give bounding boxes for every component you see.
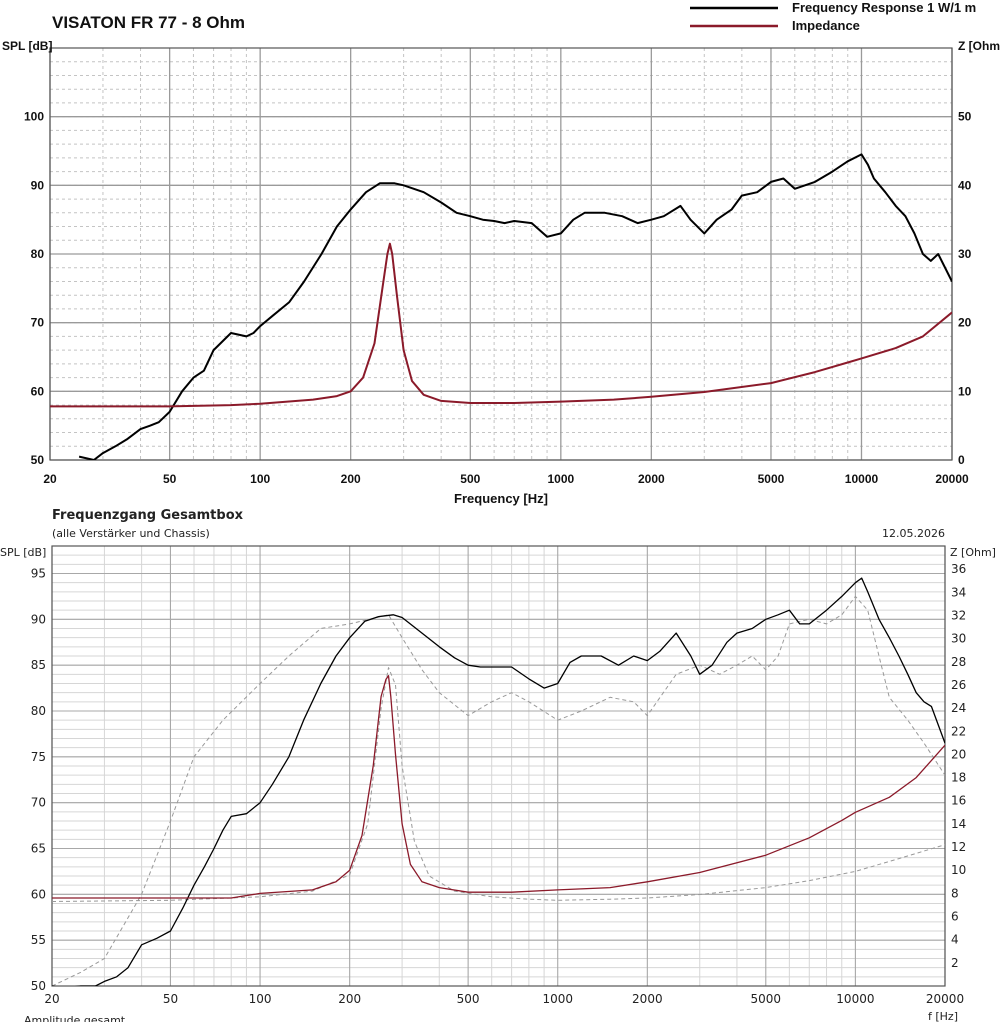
y-right-tick-label: 20 (951, 747, 966, 761)
x-tick-label: 100 (250, 472, 270, 486)
chart1-legend: Frequency Response 1 W/1 m Impedance (690, 0, 976, 33)
series-group (50, 153, 952, 460)
y-tick-label: 65 (31, 842, 46, 856)
y-right-tick-label: 36 (951, 562, 966, 576)
x-tick-label: 100 (249, 992, 272, 1006)
y-tick-label: 50 (31, 453, 45, 467)
y-right-tick-label: 26 (951, 678, 966, 692)
x-tick-label: 1000 (547, 472, 574, 486)
y-tick-label: 70 (31, 796, 46, 810)
x-tick-label: 50 (163, 472, 177, 486)
series-line-2 (52, 675, 945, 899)
x-tick-label: 5000 (758, 472, 785, 486)
chart2-footer: Amplitude gesamt (24, 1014, 126, 1022)
y-right-tick-label: 30 (951, 632, 966, 646)
y-right-tick-label: 10 (951, 863, 966, 877)
x-tick-label: 20000 (935, 472, 969, 486)
x-tick-label: 10000 (836, 992, 874, 1006)
chart1-y-right-axis-label: Z [Ohm] (958, 39, 1000, 53)
y-tick-label: 55 (31, 933, 46, 947)
chart1-title: VISATON FR 77 - 8 Ohm (52, 13, 245, 32)
y-right-tick-label: 12 (951, 840, 966, 854)
y-tick-label: 60 (31, 384, 45, 398)
x-tick-label: 500 (460, 472, 480, 486)
y-tick-label: 100 (24, 110, 44, 124)
x-tick-label: 20 (43, 472, 57, 486)
series-line-2 (50, 242, 952, 408)
y-right-tick-label: 16 (951, 794, 966, 808)
x-tick-label: 2000 (632, 992, 663, 1006)
y-tick-label: 80 (31, 704, 46, 718)
y-right-tick-label: 4 (951, 933, 959, 947)
chart1-y-axis-label: SPL [dB] (2, 39, 52, 53)
x-tick-label: 50 (163, 992, 178, 1006)
x-tick-label: 20000 (926, 992, 964, 1006)
series-line-1 (78, 153, 952, 460)
y-right-tick-label: 24 (951, 701, 966, 715)
series-group (52, 577, 945, 986)
x-tick-label: 5000 (751, 992, 782, 1006)
series-line-4 (52, 667, 945, 902)
chart2-subtitle: (alle Verstärker und Chassis) (52, 527, 210, 540)
y-right-tick-label: 22 (951, 724, 966, 738)
y-tick-label: 60 (31, 887, 46, 901)
y-right-tick-label: 2 (951, 956, 959, 970)
chart2-x-axis-label: f [Hz] (928, 1010, 958, 1022)
y-right-tick-label: 20 (958, 316, 972, 330)
y-tick-label: 90 (31, 178, 45, 192)
y-tick-label: 90 (31, 612, 46, 626)
plot-frame (49, 47, 953, 461)
y-tick-label: 75 (31, 750, 46, 764)
chart2-title: Frequenzgang Gesamtbox (52, 508, 244, 523)
legend-label-2: Impedance (792, 18, 860, 33)
x-tick-label: 10000 (845, 472, 879, 486)
chart2-y-right-axis-label: Z [Ohm] (950, 546, 996, 559)
y-tick-label: 95 (31, 567, 46, 581)
plot-frame (51, 545, 946, 987)
y-right-tick-label: 30 (958, 247, 972, 261)
x-tick-label: 500 (457, 992, 480, 1006)
y-right-tick-label: 28 (951, 655, 966, 669)
y-right-tick-label: 8 (951, 886, 959, 900)
x-tick-label: 1000 (542, 992, 573, 1006)
x-tick-label: 200 (341, 472, 361, 486)
chart-1: 20 50 100 200 500 1000 2000 5000 10000 2000050607… (2, 0, 1000, 506)
chart2-date: 12.05.2026 (882, 527, 945, 540)
x-tick-label: 2000 (638, 472, 665, 486)
y-tick-label: 85 (31, 658, 46, 672)
y-right-tick-label: 10 (958, 384, 972, 398)
y-right-tick-label: 0 (958, 453, 965, 467)
y-tick-label: 50 (31, 979, 46, 993)
y-right-tick-label: 50 (958, 110, 972, 124)
x-tick-label: 200 (338, 992, 361, 1006)
chart1-x-axis-label: Frequency [Hz] (454, 491, 548, 506)
y-right-tick-label: 6 (951, 910, 959, 924)
y-right-tick-label: 34 (951, 585, 966, 599)
y-right-tick-label: 32 (951, 608, 966, 622)
chart-2: 20 50 100 200 500 1000 2000 5000 10000 2000050556… (0, 508, 996, 1022)
chart2-y-axis-label: SPL [dB] (0, 546, 46, 559)
series-line-1 (52, 577, 945, 986)
y-tick-label: 80 (31, 247, 45, 261)
series-line-3 (52, 595, 945, 986)
x-tick-label: 20 (44, 992, 59, 1006)
y-right-tick-label: 40 (958, 178, 972, 192)
legend-label-1: Frequency Response 1 W/1 m (792, 0, 976, 15)
y-tick-label: 70 (31, 316, 45, 330)
y-right-tick-label: 14 (951, 817, 966, 831)
y-right-tick-label: 18 (951, 771, 966, 785)
